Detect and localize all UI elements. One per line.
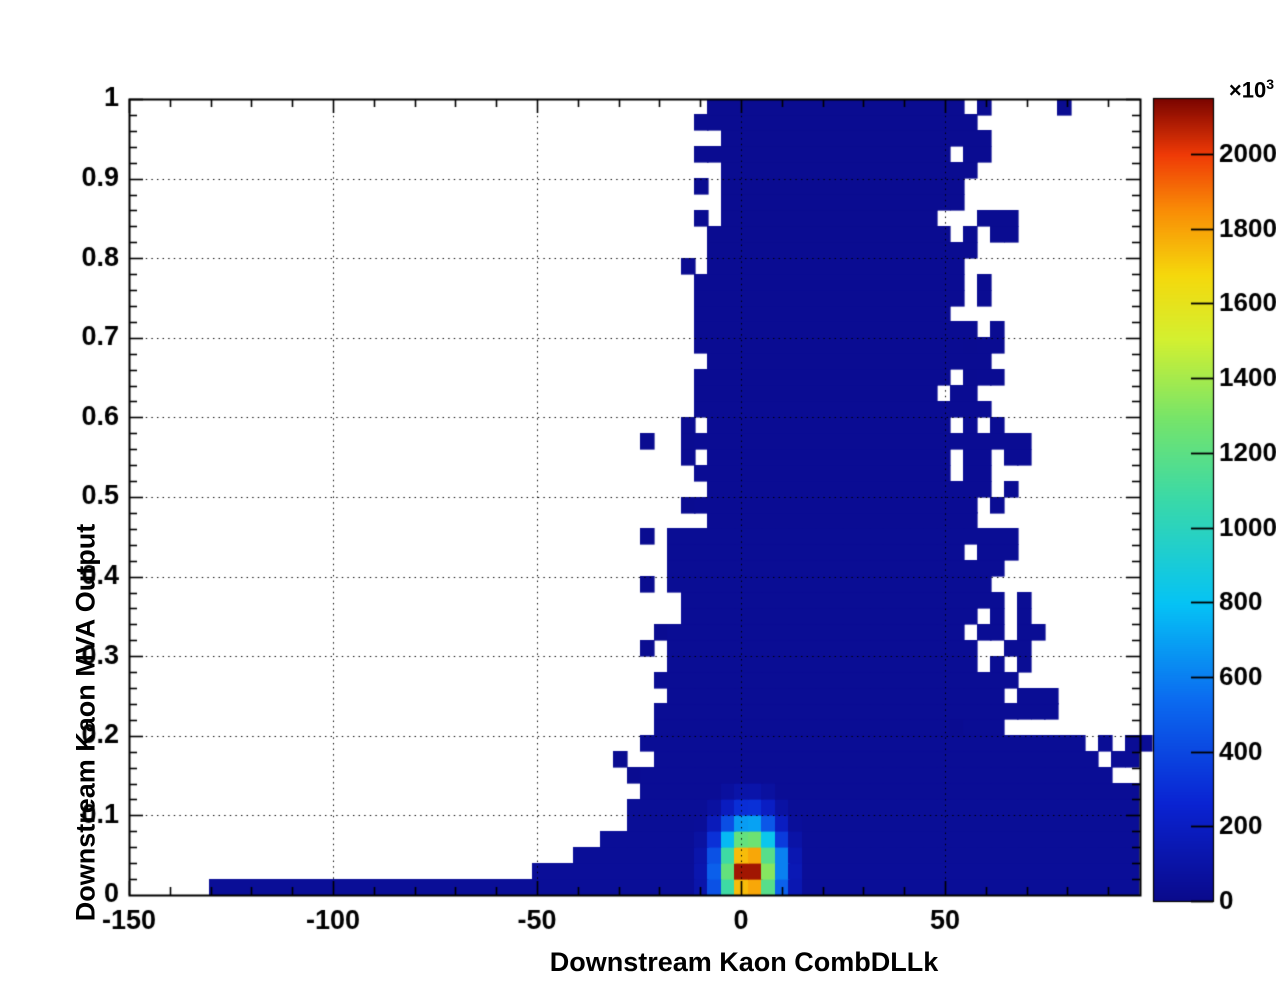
x-axis-title: Downstream Kaon CombDLLk [549,947,939,977]
z-multiplier-exponent: 3 [1266,76,1274,92]
z-multiplier-text: ×10 [1228,77,1267,103]
y-axis-title: Downstream Kaon MVA Output [70,523,101,922]
z-axis-multiplier: ×103 [1229,76,1274,103]
